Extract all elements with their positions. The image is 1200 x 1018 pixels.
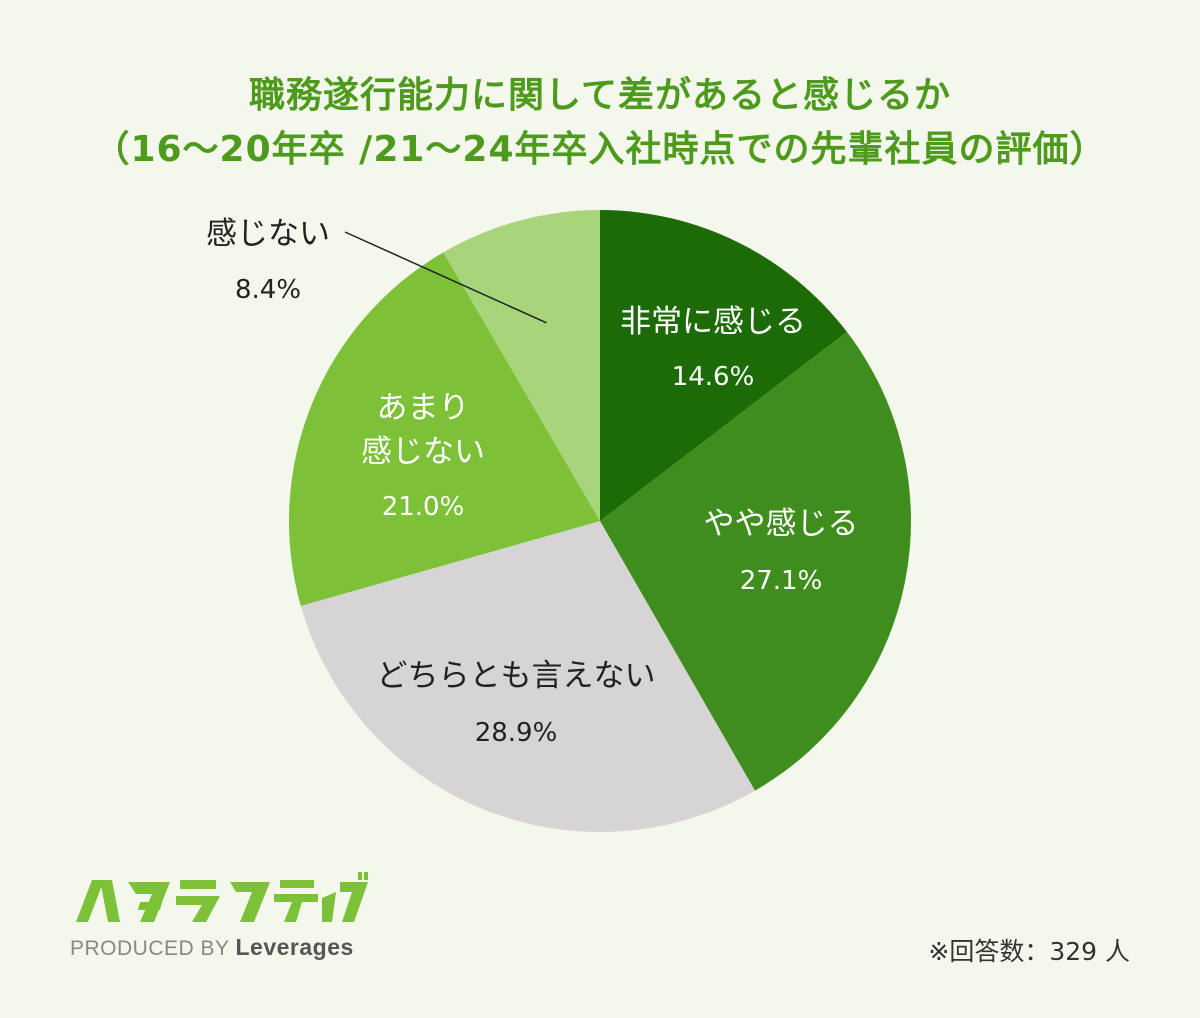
slice-value-label: 8.4%	[235, 275, 301, 305]
logo-mark	[76, 872, 368, 922]
brand-name: Leverages	[235, 934, 354, 960]
pie-slice	[600, 210, 847, 521]
response-count-note: ※回答数：329 人	[928, 937, 1130, 966]
slice-label: やや感じる	[704, 506, 859, 542]
chart-subtitle: （16～20年卒 /21～24年卒入社時点での先輩社員の評価）	[93, 129, 1107, 170]
produced-by-line: PRODUCED BY Leverages	[70, 934, 354, 961]
slice-value-label: 28.9%	[475, 718, 558, 748]
produced-by-text: PRODUCED BY	[70, 937, 230, 960]
slice-value-label: 14.6%	[672, 362, 755, 392]
slice-label: 感じない	[361, 434, 485, 470]
pie-slice	[289, 252, 600, 606]
slice-value-label: 27.1%	[740, 566, 823, 596]
callout-leader-line	[344, 231, 547, 324]
hataractive-logo	[70, 872, 370, 932]
pie-slice	[600, 331, 911, 791]
slice-value-label: 21.0%	[382, 492, 465, 522]
chart-title: 職務遂行能力に関して差があると感じるか	[249, 75, 951, 116]
slice-label: あまり	[377, 390, 470, 426]
slice-label: 感じない	[206, 216, 330, 252]
pie-slice	[443, 210, 600, 521]
slice-label: どちらとも言えない	[377, 658, 656, 694]
pie-slice	[300, 521, 755, 832]
slice-label: 非常に感じる	[620, 304, 806, 340]
